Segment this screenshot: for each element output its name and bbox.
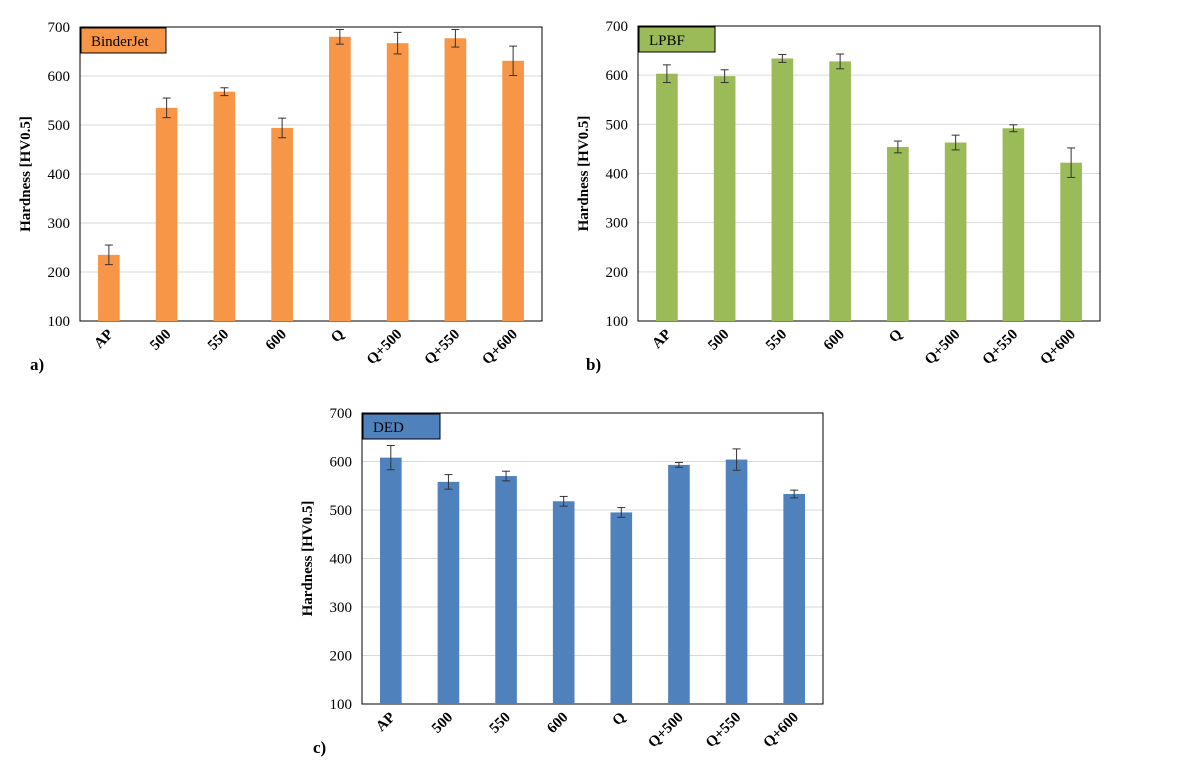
y-tick-label: 600: [330, 455, 353, 471]
x-tick-label: Q+500: [922, 327, 964, 369]
x-tick-label: 500: [147, 327, 174, 354]
x-tick-label: Q+600: [1037, 327, 1079, 369]
x-tick-label: 550: [205, 327, 232, 354]
y-tick-label: 400: [330, 552, 353, 568]
x-tick-label: Q+500: [645, 710, 687, 752]
x-tick-label: Q+550: [980, 327, 1022, 369]
y-tick-label: 500: [330, 503, 353, 519]
bar-qplus600: [502, 60, 524, 322]
x-tick-label: AP: [91, 327, 116, 352]
y-tick-label: 100: [606, 314, 629, 330]
bar-q: [610, 512, 633, 704]
bar-500: [437, 481, 460, 704]
x-tick-label: Q+550: [703, 710, 745, 752]
x-tick-label: 600: [821, 327, 848, 354]
x-tick-label: 550: [487, 710, 514, 737]
y-axis-label: Hardness [HV0.5]: [576, 116, 592, 232]
bar-qplus500: [668, 464, 690, 704]
x-tick-label: Q+500: [364, 327, 406, 369]
y-axis-label: Hardness [HV0.5]: [18, 116, 34, 232]
legend-swatch: [638, 26, 716, 53]
x-tick-label: 550: [763, 327, 790, 354]
bar-500: [713, 76, 736, 322]
bar-600: [829, 61, 851, 322]
bar-550: [213, 91, 236, 322]
bar-q: [329, 36, 351, 322]
y-tick-label: 400: [606, 167, 629, 183]
legend: DED: [362, 413, 441, 440]
x-tick-label: 500: [705, 327, 732, 354]
y-tick-label: 600: [48, 69, 71, 85]
x-tick-label: 600: [544, 710, 571, 737]
bar-600: [271, 127, 293, 321]
x-tick-label: Q: [328, 326, 348, 346]
y-tick-label: 100: [48, 314, 71, 330]
bar-qplus550: [444, 38, 467, 322]
legend-swatch: [362, 413, 441, 440]
y-tick-label: 400: [48, 167, 71, 183]
y-tick-label: 700: [330, 406, 353, 422]
x-tick-label: Q: [886, 326, 906, 346]
legend-label: BinderJet: [91, 34, 149, 50]
x-tick-label: AP: [649, 327, 674, 352]
bar-q: [887, 146, 909, 321]
y-axis-label: Hardness [HV0.5]: [300, 501, 316, 617]
bar-500: [155, 107, 178, 321]
bar-qplus600: [783, 493, 805, 704]
y-tick-label: 700: [606, 19, 629, 35]
bar-qplus600: [1060, 162, 1082, 321]
y-tick-label: 300: [48, 216, 71, 232]
legend: BinderJet: [80, 27, 167, 54]
plot-area-frame: [637, 25, 1101, 322]
y-tick-label: 200: [606, 265, 629, 281]
x-tick-label: Q+550: [422, 327, 464, 369]
plot-area-frame: [361, 412, 824, 705]
x-tick-label: 600: [263, 327, 290, 354]
y-tick-label: 300: [330, 600, 353, 616]
y-tick-label: 100: [330, 697, 353, 713]
bar-ap: [380, 457, 402, 704]
bar-qplus550: [1002, 128, 1025, 321]
y-tick-label: 500: [606, 117, 629, 133]
legend-label: DED: [373, 420, 404, 436]
y-tick-label: 600: [606, 68, 629, 84]
bar-600: [552, 501, 575, 704]
y-tick-label: 200: [48, 265, 71, 281]
x-tick-label: Q: [610, 709, 630, 729]
bar-550: [771, 58, 794, 321]
y-tick-label: 500: [48, 118, 71, 134]
y-tick-label: 200: [330, 649, 353, 665]
bar-qplus500: [386, 43, 409, 322]
x-tick-label: AP: [373, 710, 398, 735]
bar-qplus500: [944, 142, 967, 321]
chart-panel-2: 100 200 300 400 500 600 700 AP 500 550 600 Q Q+500 Q+…: [576, 19, 1101, 374]
x-tick-label: Q+600: [479, 327, 521, 369]
panel-label: c): [313, 738, 326, 757]
x-tick-label: Q+600: [760, 710, 802, 752]
bar-ap: [98, 254, 120, 321]
legend-swatch: [80, 27, 167, 54]
panel-label: a): [30, 355, 44, 374]
panel-label: b): [586, 355, 601, 374]
y-tick-label: 700: [48, 20, 71, 36]
bar-qplus550: [725, 459, 748, 704]
legend: LPBF: [638, 26, 716, 53]
chart-panel-1: 100 200 300 400 500 600 700 AP 500 550 600 Q Q+500 Q+…: [18, 20, 543, 374]
bar-ap: [656, 73, 678, 321]
y-tick-label: 300: [606, 216, 629, 232]
legend-label: LPBF: [649, 33, 685, 49]
plot-area-frame: [79, 26, 543, 322]
chart-panel-3: 100 200 300 400 500 600 700 AP 500 550 600 Q Q+500 Q+…: [300, 406, 824, 757]
bar-550: [495, 476, 517, 704]
x-tick-label: 500: [429, 710, 456, 737]
